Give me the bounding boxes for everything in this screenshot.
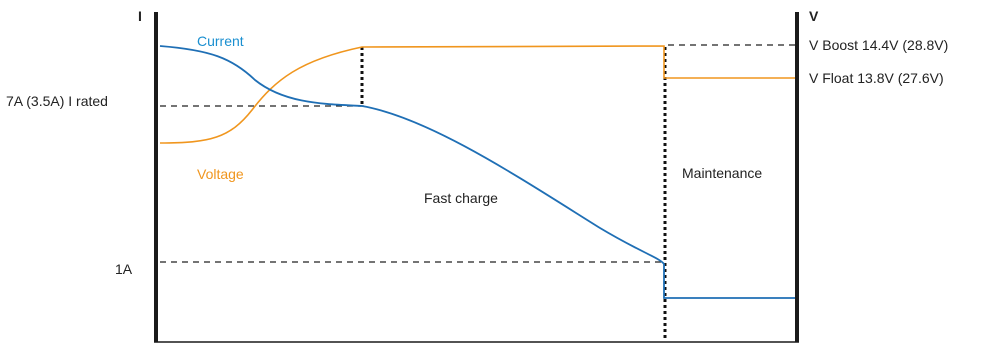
left-axis-label: I <box>138 8 142 24</box>
v-float-tick-label: V Float 13.8V (27.6V) <box>809 70 944 86</box>
voltage-curve <box>159 45 796 144</box>
fast-charge-phase-label: Fast charge <box>424 190 498 206</box>
v-boost-tick-label: V Boost 14.4V (28.8V) <box>809 37 948 53</box>
current-series-label: Current <box>197 33 244 49</box>
i-rated-tick-label: 7A (3.5A) I rated <box>6 93 108 109</box>
current-curve <box>159 45 796 299</box>
voltage-series-label: Voltage <box>197 166 244 182</box>
maintenance-phase-label: Maintenance <box>682 165 762 181</box>
one-amp-tick-label: 1A <box>115 261 133 277</box>
right-axis-label: V <box>809 8 819 24</box>
